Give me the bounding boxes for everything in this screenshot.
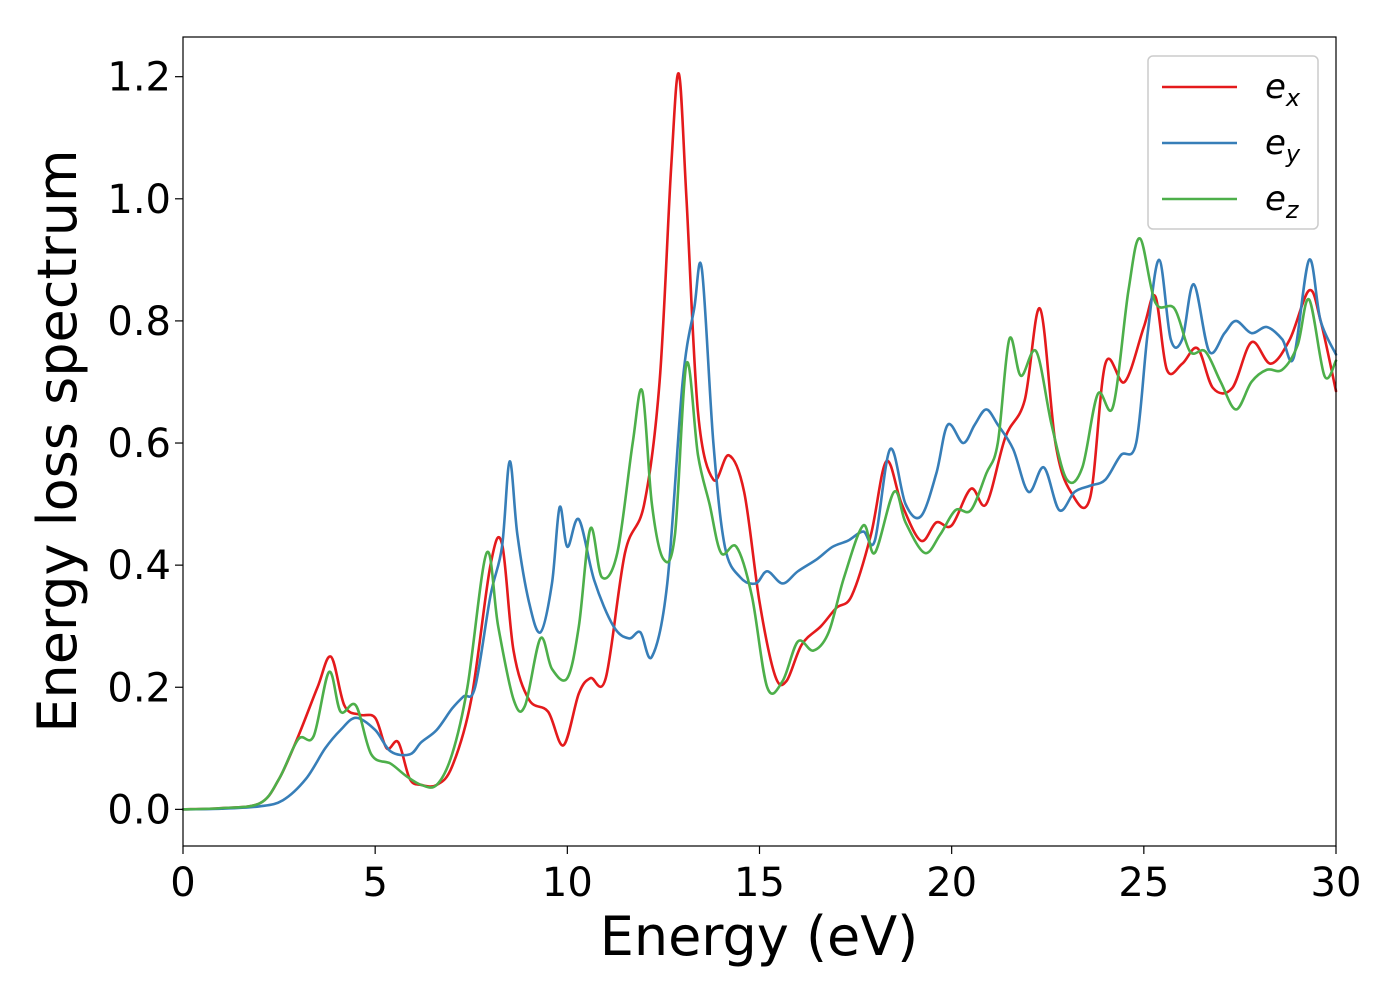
y-tick-label: 0.0 — [107, 787, 171, 833]
y-tick-label: 0.2 — [107, 665, 171, 711]
x-tick-label: 0 — [170, 860, 195, 906]
x-tick-label: 20 — [926, 860, 977, 906]
y-tick-label: 1.0 — [107, 177, 171, 223]
series-line-y — [181, 258, 1338, 811]
y-tick-label: 0.8 — [107, 299, 171, 345]
y-axis-title: Energy loss spectrum — [26, 149, 89, 732]
x-tick-label: 5 — [362, 860, 387, 906]
x-tick-label: 15 — [734, 860, 785, 906]
x-axis: 0 5 10 15 20 25 30 — [170, 846, 1361, 906]
legend: ex ey ez — [1147, 55, 1319, 230]
y-axis: 0.0 0.2 0.4 0.6 0.8 1.0 1.2 — [107, 55, 183, 833]
legend-label-z: ez — [1265, 179, 1300, 224]
x-tick-label: 25 — [1118, 860, 1169, 906]
legend-label-y: ey — [1265, 123, 1301, 168]
x-tick-label: 30 — [1311, 860, 1362, 906]
x-tick-label: 10 — [542, 860, 593, 906]
y-tick-label: 1.2 — [107, 55, 171, 101]
y-tick-label: 0.4 — [107, 543, 171, 589]
x-axis-title: Energy (eV) — [600, 905, 919, 968]
legend-label-x: ex — [1265, 67, 1301, 112]
series-layer — [181, 72, 1338, 811]
y-tick-label: 0.6 — [107, 421, 171, 467]
series-line-z — [181, 237, 1338, 811]
